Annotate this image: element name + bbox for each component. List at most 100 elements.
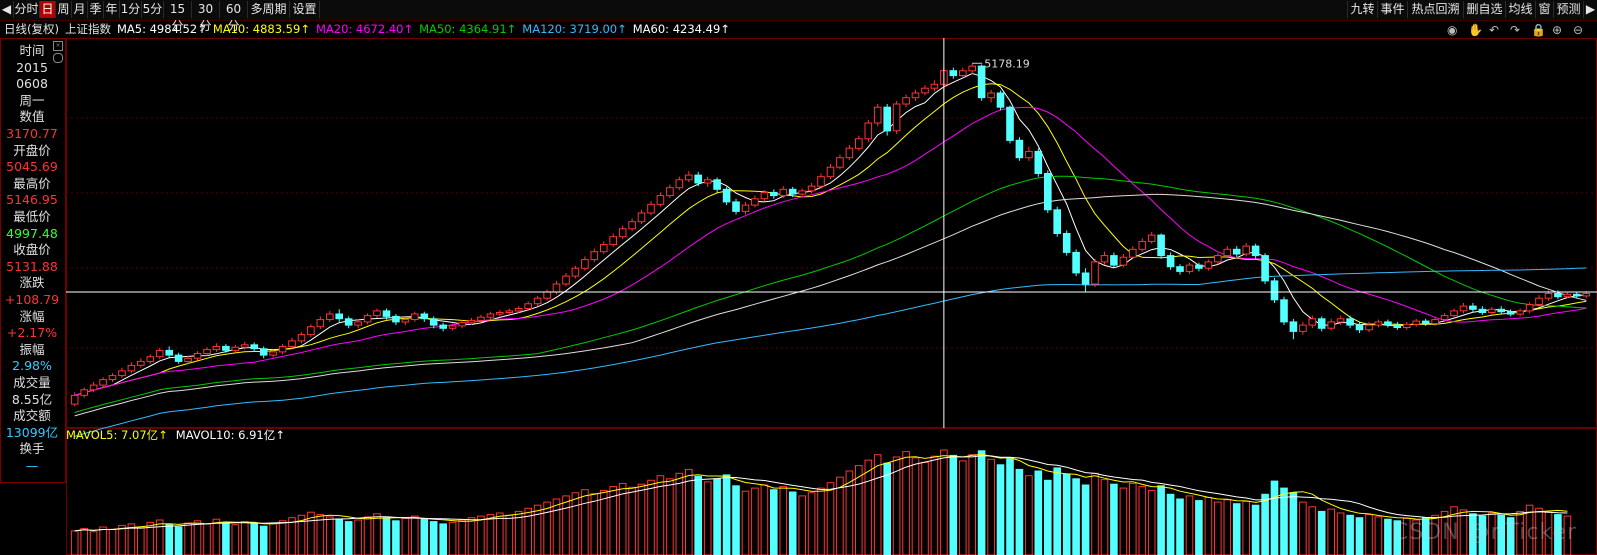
candle-body [1166,255,1175,268]
tab-period-5[interactable]: 年 [104,1,120,18]
volume-bar [1525,504,1534,555]
tab-period-2[interactable]: 周 [56,1,72,18]
info-row-25: — [25,458,39,473]
undo-icon[interactable]: ↶ [1489,23,1499,37]
zoom-out-icon[interactable]: ⊖ [1573,23,1583,37]
candle-body [118,370,126,377]
tab-period-4[interactable]: 季 [88,1,104,18]
candle-body [751,198,759,206]
toolbar-button-2[interactable]: 热点回溯 [1407,1,1463,18]
tab-period-8[interactable]: 15分 [164,1,192,33]
tab-period-12[interactable]: 设置 [290,1,320,18]
volume-bar [694,475,703,555]
candle-body [1459,305,1468,312]
redo-icon[interactable]: ↷ [1510,23,1520,37]
candle-body [241,344,249,348]
volume-bar [1223,499,1232,555]
candle-body [222,345,230,351]
scroll-left-icon[interactable]: ◀ [0,1,14,18]
volume-bar [1346,514,1354,555]
mavol-value-0: MAVOL5: 7.07亿↑ [66,428,168,442]
ma-line-10 [74,83,1587,396]
candle-body [165,349,174,356]
volume-bar [722,474,731,555]
volume-bar [1355,517,1364,555]
volume-bar [873,454,882,555]
volume-bar [921,461,929,555]
tab-period-3[interactable]: 月 [72,1,88,18]
volume-bar [392,520,400,555]
volume-bar [930,455,939,555]
volume-bar [1299,501,1307,555]
candle-body [533,297,542,305]
tab-period-6[interactable]: 1分 [120,1,142,18]
volume-bar [1081,484,1090,555]
zoom-in-icon[interactable]: ⊕ [1552,23,1562,37]
toolbar-button-3[interactable]: 删自选 [1463,1,1505,18]
candle-body [1317,318,1326,329]
candle-body [1544,293,1553,299]
volume-bar [1336,512,1345,555]
toolbar-button-1[interactable]: 事件 [1377,1,1407,18]
tab-period-10[interactable]: 60分 [220,1,248,33]
scroll-right-icon[interactable]: ▶ [1583,1,1597,18]
candle-body [193,353,202,359]
volume-bar [354,519,362,555]
candle-body [1270,280,1279,301]
period-toolbar: ◀ 分时日周月季年 1分 5分 15分 30分 60分 多周期 设置 预测窗均线 删自选 热点回溯… [0,0,1597,33]
candle-body [1280,299,1288,323]
candle-body [1062,233,1071,253]
info-row-19: 2.98% [12,358,52,374]
tab-period-1[interactable]: 日 [40,1,56,18]
volume-bar [1091,472,1099,555]
toolbar-button-6[interactable]: 预测 [1553,1,1583,18]
volume-bar [344,521,353,555]
tab-period-0[interactable]: 分时 [14,1,40,18]
volume-bar [1563,515,1572,555]
candle-body [326,313,334,320]
volume-bar [883,462,892,555]
volume-bar [524,507,532,555]
kline-chart[interactable]: 5178.19 [66,38,1597,555]
volume-bar [637,483,646,555]
candle-body [1242,245,1251,255]
candle-body [987,92,995,99]
toolbar-button-4[interactable]: 均线 [1505,1,1535,18]
candle-body [1440,315,1449,321]
volume-bar [373,513,381,555]
volume-bar [760,484,769,555]
candle-body [722,188,731,203]
candle-body [467,319,476,324]
hand-icon[interactable]: ✋ [1468,23,1483,37]
volume-bar [89,531,98,555]
tab-period-11[interactable]: 多周期 [248,1,290,18]
volume-bar [420,518,429,555]
candle-body [949,70,958,77]
candle-body [590,251,599,261]
tab-period-7[interactable]: 5分 [142,1,164,18]
settings-icon[interactable] [53,53,63,63]
volume-bar [259,525,268,555]
volume-bar [486,514,495,555]
candle-body [127,364,136,372]
volume-bar [571,492,580,555]
toolbar-button-0[interactable]: 九转 [1347,1,1377,18]
info-row-2: 0608 [16,76,48,92]
tab-period-9[interactable]: 30分 [192,1,220,33]
info-row-5: 3170.77 [6,126,58,141]
period-label[interactable]: 日线(复权) [4,22,59,36]
info-row-4: 数值 [19,109,45,125]
lock-icon[interactable]: 🔒 [1531,23,1546,37]
candle-body [826,166,835,178]
eye-icon[interactable]: ◉ [1447,23,1457,37]
volume-bar [326,516,334,555]
volume-bar [1242,500,1251,555]
toolbar-button-5[interactable]: 窗 [1535,1,1553,18]
info-row-22: 成交额 [13,408,51,424]
candle-body [1261,255,1269,282]
candle-body [155,349,164,358]
candle-body [703,179,712,184]
high-price-label: 5178.19 [984,57,1029,70]
collapse-icon[interactable]: × [53,41,63,51]
candle-body [448,325,457,329]
